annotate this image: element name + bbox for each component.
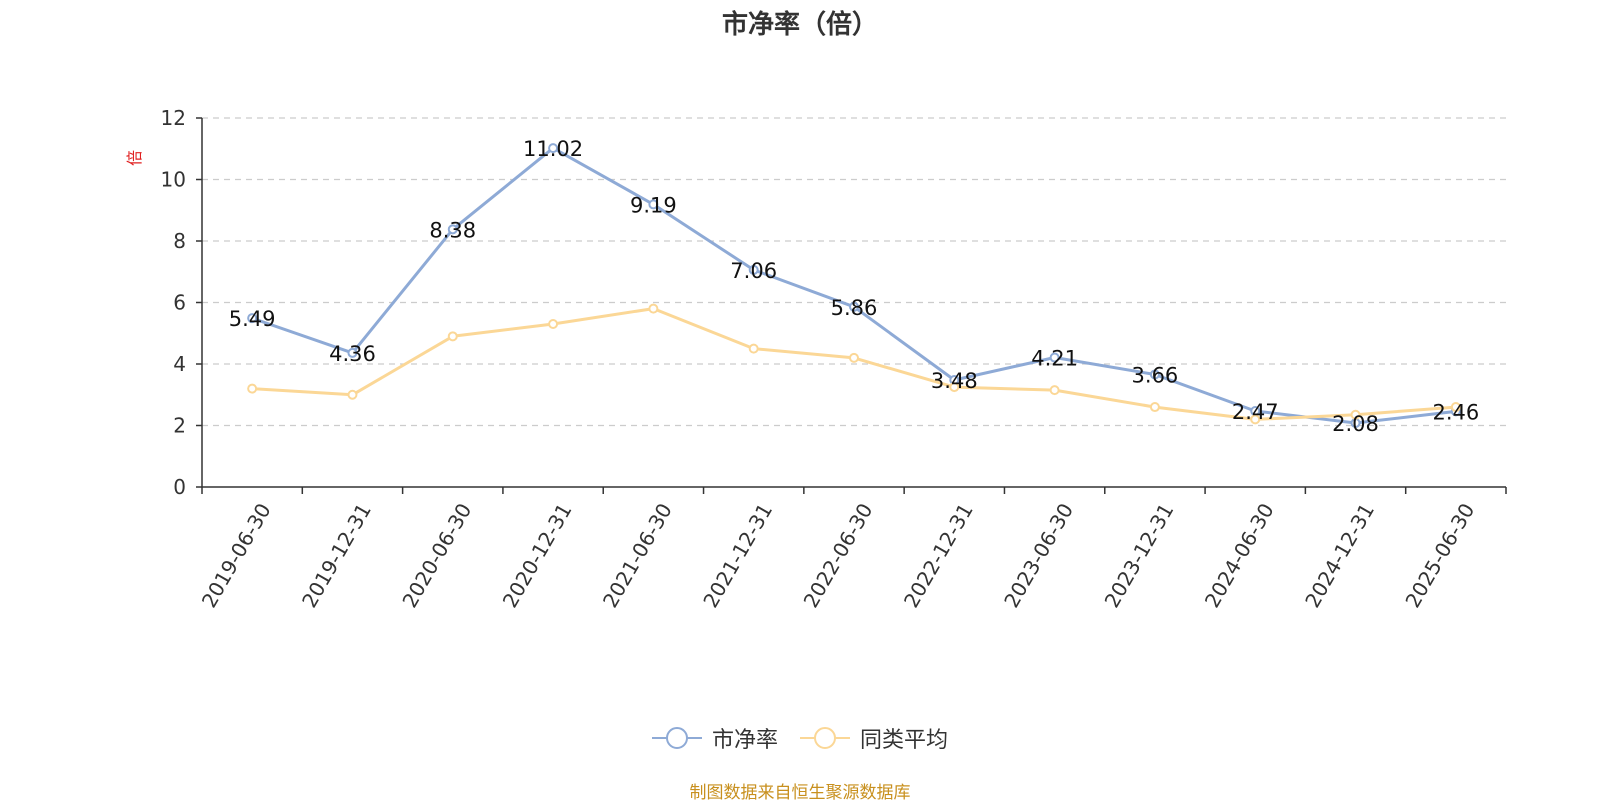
grid-lines [202, 117, 1506, 427]
data-label: 2.47 [1232, 400, 1279, 424]
data-label: 3.48 [931, 369, 978, 393]
data-label: 5.86 [831, 296, 878, 320]
legend-item-series2[interactable]: 同类平均 [800, 722, 948, 754]
x-tick-label: 2019-06-30 [197, 499, 276, 612]
data-label: 2.46 [1432, 400, 1479, 424]
x-tick-label: 2021-06-30 [598, 499, 677, 612]
series-2-point [1250, 414, 1261, 425]
y-tick-label: 4 [173, 352, 186, 376]
data-source-note: 制图数据来自恒生聚源数据库 [689, 783, 911, 803]
x-tick-label: 2022-06-30 [799, 499, 878, 612]
x-tick-label: 2025-06-30 [1400, 499, 1479, 612]
data-label: 8.38 [429, 218, 476, 242]
series-1-point [247, 313, 258, 324]
x-tick-label: 2024-06-30 [1200, 499, 1279, 612]
series-2-point [949, 382, 960, 393]
series-2-point [1049, 385, 1060, 396]
legend-marker-series2-icon [800, 727, 850, 749]
x-tick-label: 2020-06-30 [397, 499, 476, 612]
series-2-point [1149, 402, 1160, 413]
series-2-point [1450, 402, 1461, 413]
series-points [247, 143, 1461, 429]
y-tick-label: 12 [161, 106, 186, 130]
data-label: 9.19 [630, 193, 677, 217]
series-1-point [347, 347, 358, 358]
series-1-point [748, 264, 759, 275]
series-line-1 [251, 146, 1456, 425]
series-lines [251, 146, 1456, 425]
data-labels: 5.49 4.36 8.38 11.02 9.19 7.06 5.86 3.48 4.21 3.6… [229, 137, 1479, 436]
series-2-point [247, 383, 258, 394]
y-axis-ticks: 0 2 4 6 8 10 12 [161, 106, 202, 499]
series-1-point [548, 143, 559, 154]
series-2-point [548, 319, 559, 330]
data-label: 3.66 [1132, 363, 1179, 387]
y-axis-unit-label: 倍 [125, 150, 144, 166]
series-1-point [648, 199, 659, 210]
x-tick-label: 2020-12-31 [498, 499, 577, 612]
series-1-point [1049, 352, 1060, 363]
series-2-point [447, 331, 458, 342]
legend-label-series2: 同类平均 [860, 728, 949, 753]
y-tick-label: 8 [173, 229, 186, 253]
x-axis-ticks: 2019-06-30 2019-12-31 2020-06-30 2020-12-31… [197, 487, 1507, 612]
series-2-point [748, 343, 759, 354]
y-tick-label: 10 [161, 168, 186, 192]
data-label: 5.49 [229, 307, 276, 331]
data-label: 4.36 [329, 342, 376, 366]
series-2-point [1350, 409, 1361, 420]
series-1-point [447, 224, 458, 235]
legend-item-series1[interactable]: 市净率 [651, 722, 778, 754]
x-tick-label: 2023-06-30 [999, 499, 1078, 612]
data-label: 2.08 [1332, 412, 1379, 436]
data-label: 7.06 [730, 259, 777, 283]
x-tick-label: 2019-12-31 [297, 499, 376, 612]
x-tick-label: 2021-12-31 [698, 499, 777, 612]
series-1-point [1149, 369, 1160, 380]
series-1-point [849, 301, 859, 312]
x-tick-label: 2024-12-31 [1300, 499, 1379, 612]
series-2-point [648, 303, 659, 314]
data-label: 4.21 [1031, 347, 1078, 371]
y-tick-label: 2 [173, 414, 186, 438]
x-tick-label: 2023-12-31 [1100, 499, 1179, 612]
y-tick-label: 6 [173, 291, 186, 315]
series-2-point [849, 352, 859, 363]
legend: 市净率 同类平均 [0, 722, 1600, 754]
series-2-point [347, 389, 358, 400]
chart-title: 市净率（倍） [721, 10, 878, 40]
legend-label-series1: 市净率 [711, 728, 778, 753]
y-tick-label: 0 [173, 475, 186, 499]
data-label: 11.02 [523, 137, 583, 161]
x-tick-label: 2022-12-31 [899, 499, 978, 612]
legend-marker-series1-icon [651, 727, 702, 749]
line-chart: 0 2 4 6 8 10 12 2019-06-30 2019-12-31 2020-06-30… [125, 106, 1507, 612]
